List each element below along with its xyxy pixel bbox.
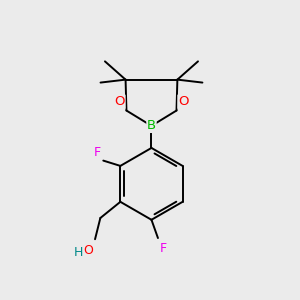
Text: F: F <box>159 242 167 255</box>
Text: O: O <box>178 95 188 108</box>
Text: O: O <box>83 244 93 256</box>
Text: F: F <box>94 146 101 158</box>
Text: H: H <box>74 246 83 259</box>
Text: O: O <box>115 95 125 108</box>
Text: B: B <box>147 119 156 132</box>
